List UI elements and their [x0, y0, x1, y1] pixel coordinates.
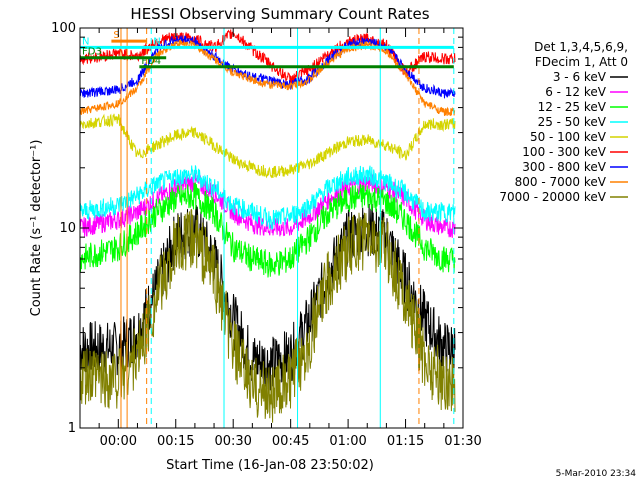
series-line-5 [79, 113, 456, 179]
y-tick-label-3: 100 [51, 21, 76, 36]
legend-entry-1: 3 - 6 keV [553, 70, 607, 84]
legend-entry-6: 100 - 300 keV [522, 145, 606, 159]
y-tick-label-2: 10 [59, 221, 76, 236]
footer-timestamp: 5-Mar-2010 23:34 [556, 469, 637, 479]
series-line-8 [79, 39, 456, 117]
annotation-label-1: S [113, 30, 119, 41]
y-axis-label: Count Rate (s⁻¹ detector⁻¹) [29, 140, 44, 317]
legend-entry-5: 50 - 100 keV [530, 130, 607, 144]
x-tick-label-6: 01:15 [387, 434, 424, 449]
chart-title: HESSI Observing Summary Count Rates [130, 5, 429, 23]
series-line-4 [79, 165, 456, 230]
legend: Det 1,3,4,5,6,9,FDecim 1, Att 03 - 6 keV… [499, 40, 628, 204]
legend-entry-8: 800 - 7000 keV [515, 175, 607, 189]
series-line-9 [79, 208, 456, 423]
vertical-markers [120, 28, 455, 428]
legend-entry-9: 7000 - 20000 keV [499, 190, 606, 204]
legend-entry-7: 300 - 800 keV [522, 160, 606, 174]
y-axis: 1 10 100 [51, 21, 463, 436]
annotation-label-2: N [82, 36, 89, 47]
x-tick-label-2: 00:15 [157, 434, 194, 449]
legend-header-2: FDecim 1, Att 0 [535, 55, 628, 69]
x-tick-label-7: 01:30 [444, 434, 481, 449]
annotation-label-5: FD4 [141, 56, 161, 67]
legend-entry-3: 12 - 25 keV [538, 100, 607, 114]
legend-entry-4: 25 - 50 keV [538, 115, 607, 129]
plot-series [79, 29, 456, 423]
annotation-label-4: FD3 [82, 47, 102, 58]
legend-header-1: Det 1,3,4,5,6,9, [534, 40, 628, 54]
y-tick-label-1: 1 [68, 421, 76, 436]
annotation-label-3: N [153, 36, 160, 47]
x-tick-label-1: 00:00 [100, 434, 137, 449]
x-tick-label-3: 00:30 [214, 434, 251, 449]
x-axis: 00:00 00:15 00:30 00:45 01:00 01:15 01:30 [79, 28, 482, 449]
x-tick-label-4: 00:45 [272, 434, 309, 449]
series-line-3 [79, 182, 456, 278]
x-tick-label-5: 01:00 [329, 434, 366, 449]
x-axis-label: Start Time (16-Jan-08 23:50:02) [166, 458, 374, 473]
legend-entry-2: 6 - 12 keV [545, 85, 607, 99]
